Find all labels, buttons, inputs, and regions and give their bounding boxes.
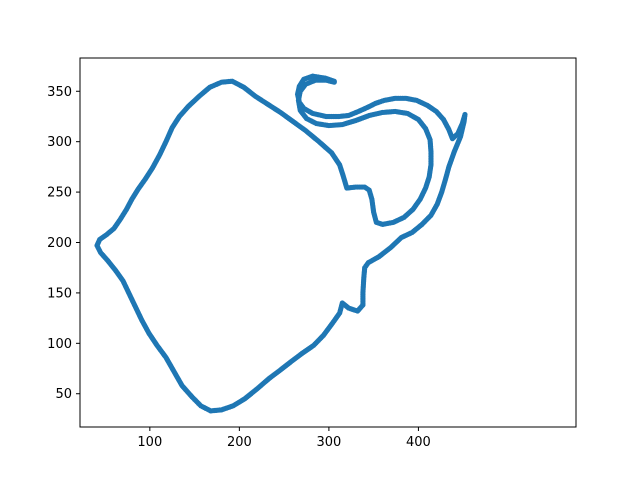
x-tick-label: 200 — [227, 435, 252, 450]
x-tick-label: 100 — [137, 435, 162, 450]
y-tick-label: 350 — [47, 85, 72, 100]
y-tick-label: 50 — [55, 387, 72, 402]
scatter-point — [332, 80, 337, 85]
x-tick-label: 400 — [406, 435, 431, 450]
x-tick-label: 300 — [316, 435, 341, 450]
y-tick-label: 300 — [47, 135, 72, 150]
y-tick-label: 200 — [47, 236, 72, 251]
y-tick-label: 150 — [47, 286, 72, 301]
y-tick-label: 100 — [47, 337, 72, 352]
y-tick-label: 250 — [47, 186, 72, 201]
